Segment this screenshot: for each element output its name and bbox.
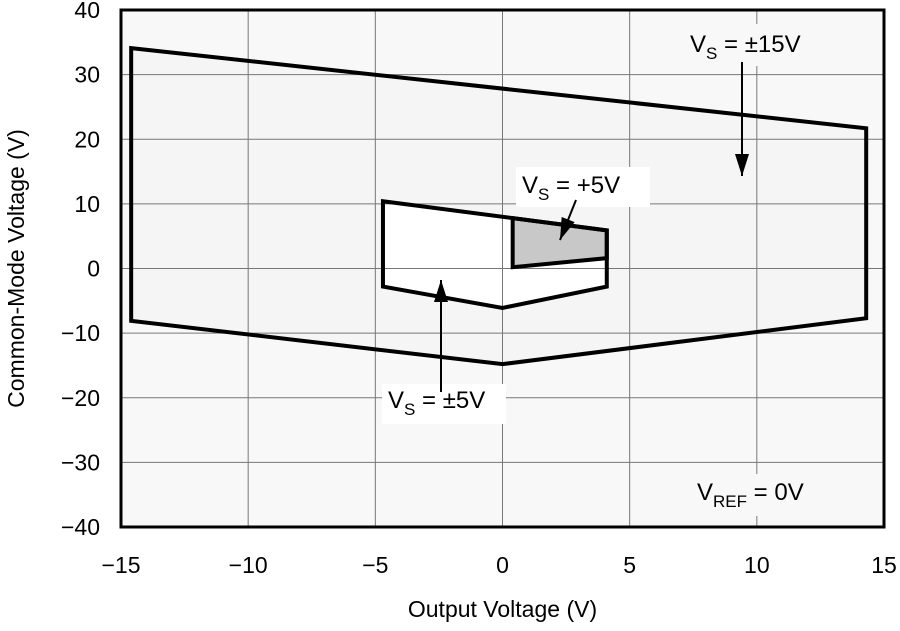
x-tick-label: −10	[229, 552, 268, 578]
arrow-vs-15v	[735, 62, 749, 176]
label-vs-5v-text: VS = ±5V	[388, 387, 485, 419]
arrow-vs-5v-head	[434, 280, 448, 302]
label-vref: VREF = 0V	[690, 474, 840, 516]
region-fill-2	[512, 218, 607, 268]
x-tick-label: 5	[623, 552, 636, 578]
x-tick-label: 10	[744, 552, 770, 578]
y-tick-label: 30	[74, 62, 100, 88]
plot-frame	[119, 8, 886, 529]
region-fill-0	[131, 48, 867, 365]
y-tick-label: 40	[74, 0, 100, 23]
x-tick-label: 15	[871, 552, 897, 578]
y-tick-label: 0	[87, 256, 100, 282]
x-tick-label: 0	[496, 552, 509, 578]
label-vref-text: VREF = 0V	[697, 479, 804, 511]
label-vs-15v-bg	[684, 24, 854, 66]
label-vs-5v: VS = ±5V	[382, 384, 506, 424]
y-tick-label: −20	[61, 385, 100, 411]
y-tick-label: −10	[61, 320, 100, 346]
arrow-vs-plus5v-head	[560, 216, 575, 240]
y-tick-label: 10	[74, 191, 100, 217]
label-vref-bg	[690, 474, 840, 516]
label-vs-15v-text: VS = ±15V	[690, 31, 801, 63]
y-tick-label: −40	[61, 514, 100, 540]
label-vs-plus5v: VS = +5V	[516, 167, 650, 207]
x-axis-label: Output Voltage (V)	[408, 596, 597, 622]
region-outline-0	[129, 45, 869, 367]
x-tick-label: −5	[362, 552, 388, 578]
label-vs-plus5v-bg	[516, 167, 650, 207]
label-vs-5v-bg	[382, 384, 506, 424]
y-axis-label: Common-Mode Voltage (V)	[3, 129, 29, 408]
label-vs-plus5v-text: VS = +5V	[522, 172, 620, 204]
arrow-vs-15v-head	[735, 154, 749, 176]
arrow-vs-5v	[434, 280, 448, 392]
label-vs-15v: VS = ±15V	[684, 24, 854, 66]
arrow-vs-plus5v	[559, 199, 577, 241]
region-outline-2	[510, 215, 609, 270]
x-tick-label: −15	[101, 552, 140, 578]
y-tick-label: −30	[61, 449, 100, 475]
y-tick-label: 20	[74, 126, 100, 152]
